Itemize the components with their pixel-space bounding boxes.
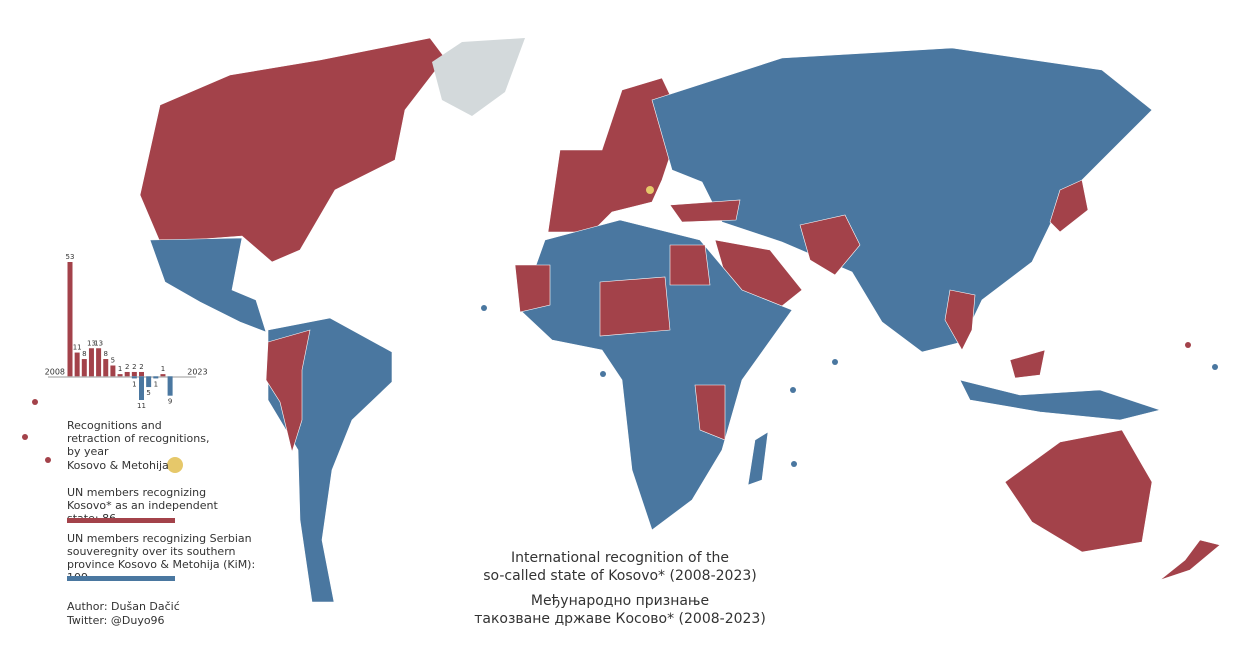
author: Author: Dušan Dačić (67, 600, 180, 613)
island-dot (45, 457, 51, 463)
value-label: 8 (104, 350, 108, 358)
island-dot (791, 461, 797, 467)
title-line: International recognition of the (511, 550, 729, 566)
africa (519, 219, 793, 531)
value-label: 8 (82, 350, 86, 358)
value-label: 2 (139, 363, 143, 371)
indonesia (959, 379, 1162, 421)
title-en: International recognition of the so-call… (470, 549, 770, 585)
afghanistan-pakistan (799, 214, 861, 276)
legend-blue-swatch (67, 576, 175, 581)
value-label: 11 (73, 344, 82, 352)
north-america (139, 37, 446, 263)
value-label: 1 (132, 380, 136, 388)
japan (1049, 179, 1089, 233)
central-africa (599, 276, 671, 337)
australia (1004, 429, 1153, 553)
bar (67, 262, 73, 377)
x-tick-label: 2023 (187, 367, 207, 376)
value-label: 9 (168, 398, 172, 406)
greenland (432, 38, 525, 116)
bar (81, 359, 87, 377)
island-dot (790, 387, 796, 393)
value-label: 53 (66, 253, 75, 261)
island-dot (1185, 342, 1191, 348)
bar (117, 374, 123, 377)
title-sr: Међународно признање такозване државе Ко… (470, 592, 770, 628)
bar (110, 365, 116, 377)
bar (160, 374, 166, 377)
new-zealand (1159, 539, 1221, 581)
malaysia (1009, 349, 1046, 379)
bar (124, 371, 130, 377)
island-dot (832, 359, 838, 365)
bar (139, 376, 144, 400)
twitter: Twitter: @Duyo96 (67, 614, 165, 627)
island-dot (32, 399, 38, 405)
title-line: so-called state of Kosovo* (2008-2023) (483, 568, 757, 584)
value-label: 1 (161, 365, 165, 373)
value-label: 1 (154, 380, 158, 388)
bar (96, 348, 102, 377)
bar (167, 376, 173, 396)
bar (74, 352, 80, 377)
madagascar (747, 431, 769, 486)
value-label: 11 (137, 402, 146, 410)
island-dot (481, 305, 487, 311)
inset-title: Recognitions and retraction of recogniti… (67, 419, 210, 458)
value-label: 13 (87, 339, 96, 347)
title-line: Међународно признање (530, 593, 710, 609)
bar (139, 371, 144, 377)
legend-red-swatch (67, 518, 175, 523)
west-africa (514, 264, 551, 313)
x-tick-label: 2008 (45, 367, 65, 376)
kosovo-marker (646, 186, 654, 194)
title-line: такозване државе Косово* (2008-2023) (474, 611, 766, 627)
bar (103, 359, 109, 377)
egypt (669, 244, 711, 286)
bar (146, 376, 152, 388)
turkey (669, 199, 741, 223)
kosovo-legend-swatch (167, 457, 183, 473)
island-dot (1212, 364, 1218, 370)
bar (131, 371, 137, 377)
value-label: 1 (118, 365, 122, 373)
island-dot (22, 434, 28, 440)
bar (131, 376, 137, 379)
value-label: 5 (146, 389, 150, 397)
value-label: 5 (111, 357, 115, 365)
andes-recognizers (265, 329, 311, 454)
legend-kosovo: Kosovo & Metohija (67, 459, 169, 472)
value-label: 2 (125, 363, 129, 371)
value-label: 13 (94, 339, 103, 347)
bar (88, 348, 94, 377)
island-dot (600, 371, 606, 377)
central-america (149, 237, 267, 333)
tanzania (694, 384, 726, 441)
southeast-asia (944, 289, 976, 351)
value-label: 2 (132, 363, 136, 371)
bar (153, 376, 159, 379)
